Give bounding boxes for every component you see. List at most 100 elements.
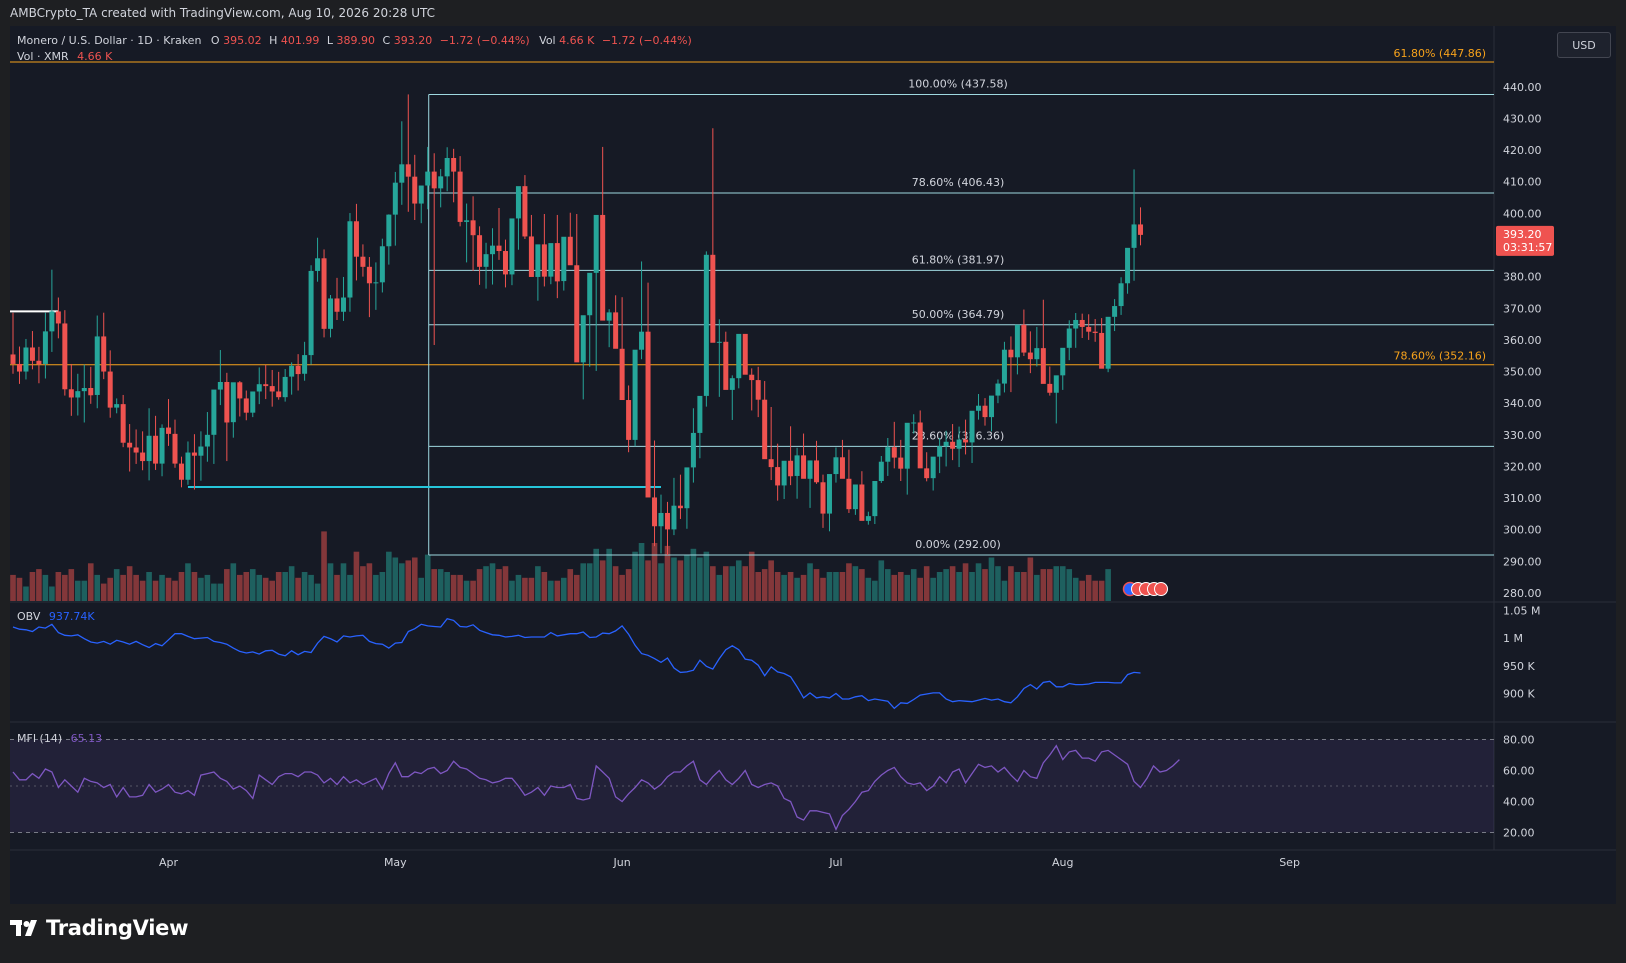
event-markers[interactable]	[1122, 581, 1168, 597]
candle-body	[101, 336, 107, 372]
candle-body	[295, 365, 301, 375]
candle-body	[457, 171, 463, 222]
volume-bar	[528, 577, 535, 601]
volume-bar	[178, 572, 185, 601]
price-axis-label: 320.00	[1503, 460, 1542, 473]
symbol-label: Monero / U.S. Dollar · 1D · Kraken	[17, 34, 201, 47]
candle-body	[153, 435, 159, 464]
volume-bar	[327, 563, 334, 601]
fib-level-label: 50.00% (364.79)	[912, 308, 1005, 321]
candle-body	[68, 389, 74, 398]
obv-pane[interactable]	[10, 602, 1494, 722]
volume-bar	[437, 569, 444, 601]
candle-body	[366, 266, 372, 284]
candle-body	[567, 236, 573, 266]
volume-bar	[561, 577, 567, 601]
volume-bar	[943, 569, 949, 601]
volume-bar	[1021, 572, 1027, 601]
volume-bar	[411, 557, 418, 601]
chart-canvas[interactable]: 61.80% (447.86) 78.60% (352.16) 100.00% (4…	[10, 26, 1616, 904]
volume-bar	[1072, 577, 1079, 601]
volume-bar	[820, 577, 826, 601]
volume-bar	[489, 563, 496, 601]
candle-body	[470, 220, 476, 236]
volume-bar	[781, 574, 787, 601]
volume-bar	[982, 569, 988, 601]
volume-bar	[262, 577, 269, 601]
volume-bar	[334, 574, 340, 601]
vol-legend[interactable]: Vol · XMR 4.66 K	[17, 50, 113, 63]
tradingview-logo[interactable]: TradingView	[10, 916, 188, 940]
candle-body	[781, 460, 787, 486]
mfi-legend-value: 65.13	[71, 732, 103, 745]
candle-body	[340, 297, 346, 312]
candle-body	[94, 336, 100, 395]
currency-selector[interactable]: USD	[1557, 32, 1611, 58]
candle-body	[405, 164, 411, 177]
candle-body	[263, 384, 269, 387]
volume-bar	[353, 551, 360, 601]
obv-legend[interactable]: OBV 937.74K	[17, 610, 95, 623]
low-value: 389.90	[337, 34, 376, 47]
candle-body	[619, 348, 625, 401]
chart-frame[interactable]: 61.80% (447.86) 78.60% (352.16) 100.00% (4…	[10, 26, 1616, 904]
obv-legend-value: 937.74K	[49, 610, 95, 623]
volume-bar	[230, 563, 237, 601]
candle-body	[302, 355, 308, 374]
volume-bar	[826, 572, 833, 601]
volume-bar	[366, 563, 373, 601]
volume-bar	[755, 572, 761, 601]
candle-body	[353, 221, 359, 257]
candle-body	[788, 460, 794, 477]
volume-bar	[100, 583, 107, 601]
price-pane[interactable]	[10, 26, 1494, 602]
candle-body	[736, 333, 742, 379]
volume-bar	[172, 580, 178, 601]
volume-bar	[541, 572, 548, 601]
high-value: 401.99	[281, 34, 320, 47]
candle-body	[729, 378, 735, 390]
candle-body	[684, 467, 690, 509]
fib-level-label: 61.80% (381.97)	[912, 253, 1005, 266]
price-axis-label: 430.00	[1503, 112, 1542, 125]
candle-body	[509, 218, 515, 275]
candle-body	[444, 158, 450, 177]
mfi-legend[interactable]: MFI (14) 65.13	[17, 732, 102, 745]
obv-legend-label: OBV	[17, 610, 41, 623]
candle-body	[328, 298, 334, 329]
volume-bar	[81, 580, 88, 601]
candle-body	[716, 341, 722, 343]
candle-body	[107, 371, 113, 408]
candle-body	[42, 331, 48, 364]
volume-bar	[308, 574, 314, 601]
volume-bar	[716, 574, 723, 601]
volume-bar	[256, 574, 263, 601]
candle-body	[496, 245, 502, 252]
candle-body	[988, 395, 994, 418]
volume-bar	[457, 574, 463, 601]
candle-body	[593, 214, 599, 273]
ohlc-legend[interactable]: Monero / U.S. Dollar · 1D · Kraken O 395…	[17, 34, 692, 47]
candle-body	[652, 497, 658, 527]
volume-bar	[645, 560, 651, 601]
event-marker-icon[interactable]	[1154, 582, 1168, 596]
candle-body	[1060, 347, 1066, 376]
candle-body	[587, 272, 593, 316]
candle-body	[1118, 283, 1124, 307]
candle-body	[1053, 375, 1059, 393]
candle-body	[554, 243, 560, 282]
volume-bar	[768, 560, 774, 601]
candle-body	[580, 315, 586, 363]
candle-body	[690, 432, 696, 468]
volume-bar	[1098, 580, 1105, 601]
volume-bar	[185, 563, 191, 601]
volume-bar	[599, 560, 606, 601]
candle-body	[282, 376, 288, 398]
volume-bar	[75, 580, 81, 601]
volume-bar	[496, 569, 502, 601]
candle-body	[904, 422, 910, 469]
volume-bar	[288, 566, 295, 601]
candle-body	[865, 516, 871, 521]
obv-line	[12, 617, 1141, 710]
volume-bar	[282, 572, 288, 601]
